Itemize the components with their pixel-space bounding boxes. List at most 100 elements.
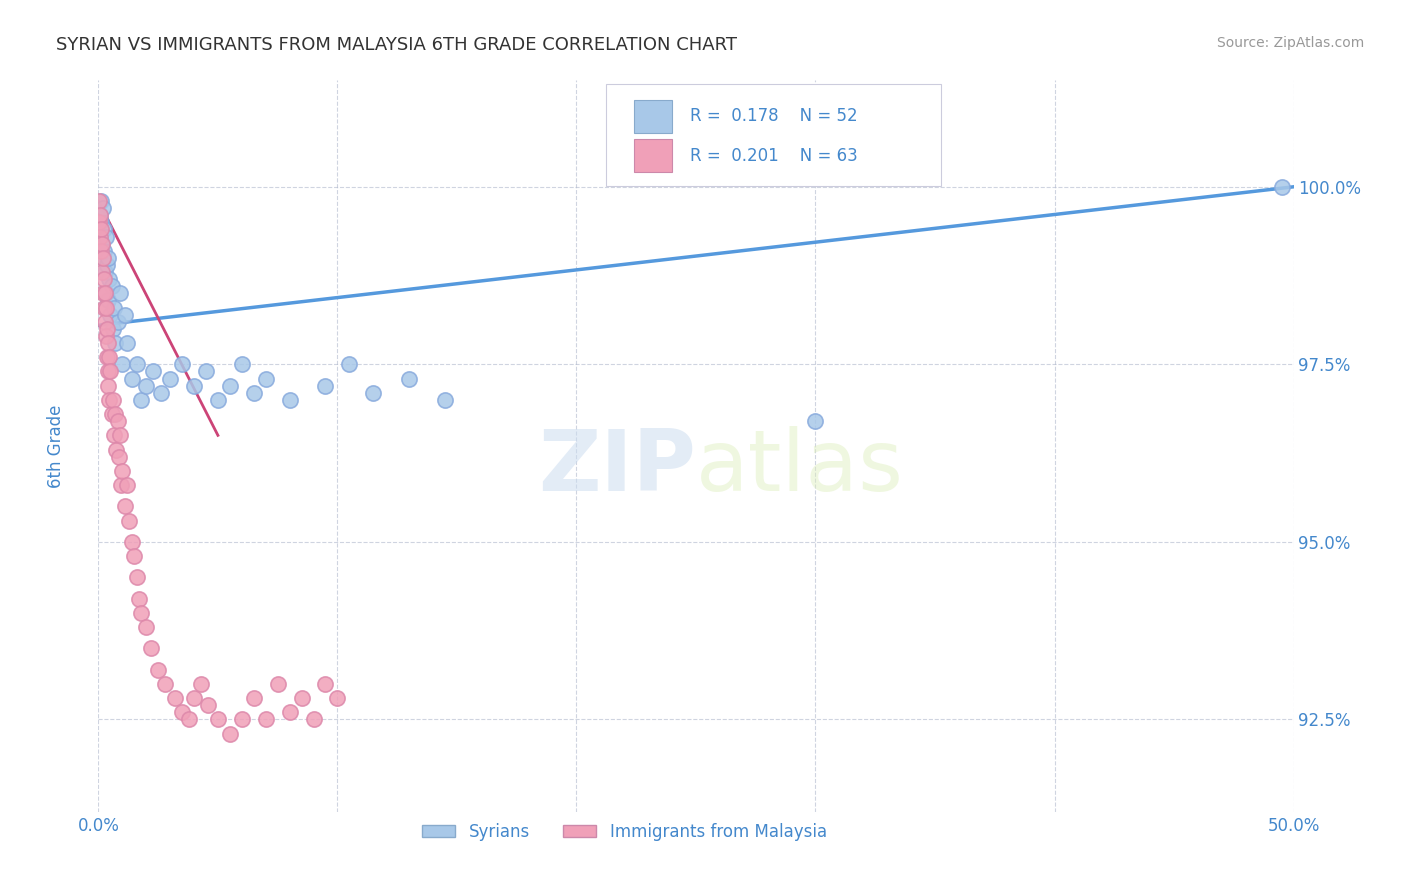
Point bbox=[94, 286, 117, 301]
Point bbox=[90, 194, 112, 208]
Point bbox=[219, 378, 242, 392]
Point bbox=[172, 357, 194, 371]
Point bbox=[107, 450, 129, 464]
Point bbox=[326, 691, 349, 706]
Point bbox=[125, 357, 148, 371]
Point bbox=[93, 222, 115, 236]
Point bbox=[114, 500, 136, 514]
Point bbox=[207, 392, 229, 407]
Point bbox=[91, 251, 114, 265]
Point bbox=[121, 371, 143, 385]
Point bbox=[1271, 179, 1294, 194]
Point bbox=[104, 336, 127, 351]
Point bbox=[93, 301, 115, 315]
Point bbox=[315, 677, 337, 691]
Point bbox=[183, 691, 205, 706]
Point bbox=[434, 392, 457, 407]
Point bbox=[398, 371, 420, 385]
Point bbox=[291, 691, 314, 706]
Point bbox=[104, 407, 127, 421]
Point bbox=[91, 251, 114, 265]
Point bbox=[111, 357, 134, 371]
Point bbox=[142, 364, 165, 378]
Point bbox=[93, 272, 115, 286]
Point bbox=[302, 713, 325, 727]
Point bbox=[135, 620, 157, 634]
Text: atlas: atlas bbox=[696, 426, 904, 509]
Point bbox=[207, 713, 229, 727]
Text: Source: ZipAtlas.com: Source: ZipAtlas.com bbox=[1216, 36, 1364, 50]
Point bbox=[90, 222, 112, 236]
Point bbox=[243, 691, 266, 706]
Point bbox=[96, 364, 118, 378]
Point bbox=[159, 371, 181, 385]
Point bbox=[100, 407, 122, 421]
Point bbox=[90, 244, 112, 258]
Point bbox=[131, 392, 153, 407]
Point bbox=[96, 258, 118, 272]
Point bbox=[94, 286, 117, 301]
Text: R =  0.201    N = 63: R = 0.201 N = 63 bbox=[690, 146, 858, 165]
Point bbox=[108, 428, 131, 442]
Point bbox=[195, 364, 218, 378]
Text: SYRIAN VS IMMIGRANTS FROM MALAYSIA 6TH GRADE CORRELATION CHART: SYRIAN VS IMMIGRANTS FROM MALAYSIA 6TH G… bbox=[56, 36, 737, 54]
Point bbox=[111, 464, 134, 478]
Point bbox=[128, 591, 150, 606]
Point bbox=[121, 534, 143, 549]
Point bbox=[254, 371, 277, 385]
Point bbox=[315, 378, 337, 392]
Point bbox=[172, 706, 194, 720]
Point bbox=[91, 201, 114, 215]
Point bbox=[115, 336, 138, 351]
Point bbox=[103, 428, 125, 442]
Point bbox=[90, 265, 112, 279]
Point bbox=[254, 713, 277, 727]
Text: 6th Grade: 6th Grade bbox=[48, 404, 65, 488]
Point bbox=[94, 265, 117, 279]
Point bbox=[89, 229, 111, 244]
Point bbox=[231, 357, 253, 371]
Point bbox=[89, 208, 111, 222]
Text: R =  0.178    N = 52: R = 0.178 N = 52 bbox=[690, 107, 858, 125]
Point bbox=[93, 315, 115, 329]
Point bbox=[108, 286, 131, 301]
Point bbox=[101, 322, 124, 336]
Point bbox=[118, 514, 141, 528]
Point bbox=[278, 392, 301, 407]
Point bbox=[163, 691, 186, 706]
Text: ZIP: ZIP bbox=[538, 426, 696, 509]
Point bbox=[97, 293, 120, 308]
Point bbox=[94, 329, 117, 343]
Point bbox=[96, 350, 118, 364]
Point bbox=[267, 677, 290, 691]
Point bbox=[87, 215, 110, 229]
Point bbox=[100, 279, 122, 293]
Point bbox=[183, 378, 205, 392]
Point bbox=[135, 378, 157, 392]
Point bbox=[98, 364, 122, 378]
Point bbox=[110, 478, 132, 492]
Point bbox=[94, 229, 117, 244]
Point bbox=[219, 726, 242, 740]
Point bbox=[114, 308, 136, 322]
Point bbox=[107, 414, 129, 428]
Point bbox=[98, 308, 122, 322]
Point bbox=[98, 272, 121, 286]
Point bbox=[115, 478, 138, 492]
Point bbox=[149, 385, 172, 400]
FancyBboxPatch shape bbox=[606, 84, 941, 186]
Point bbox=[91, 286, 114, 301]
Point bbox=[124, 549, 146, 563]
Point bbox=[190, 677, 212, 691]
Point bbox=[89, 208, 111, 222]
Legend: Syrians, Immigrants from Malaysia: Syrians, Immigrants from Malaysia bbox=[415, 816, 834, 847]
Point bbox=[98, 392, 121, 407]
Point bbox=[155, 677, 177, 691]
Point bbox=[103, 301, 125, 315]
Point bbox=[89, 194, 111, 208]
Point bbox=[97, 350, 120, 364]
Point bbox=[197, 698, 219, 713]
Point bbox=[94, 301, 117, 315]
Point bbox=[339, 357, 361, 371]
Point bbox=[278, 706, 301, 720]
